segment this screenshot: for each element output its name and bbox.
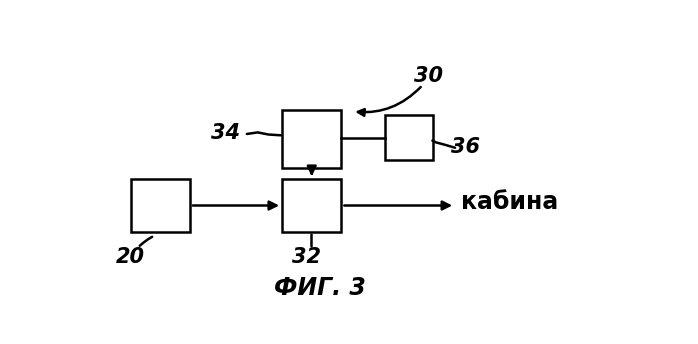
Bar <box>385 116 433 160</box>
Text: 30: 30 <box>413 66 443 86</box>
Text: 36: 36 <box>452 137 480 157</box>
Bar <box>282 110 341 169</box>
Text: 20: 20 <box>116 247 145 267</box>
Text: 34: 34 <box>211 123 239 143</box>
Text: кабина: кабина <box>461 190 558 214</box>
Bar <box>131 179 190 232</box>
Text: ФИГ. 3: ФИГ. 3 <box>274 276 366 300</box>
Text: 32: 32 <box>292 247 321 267</box>
Bar <box>282 179 341 232</box>
